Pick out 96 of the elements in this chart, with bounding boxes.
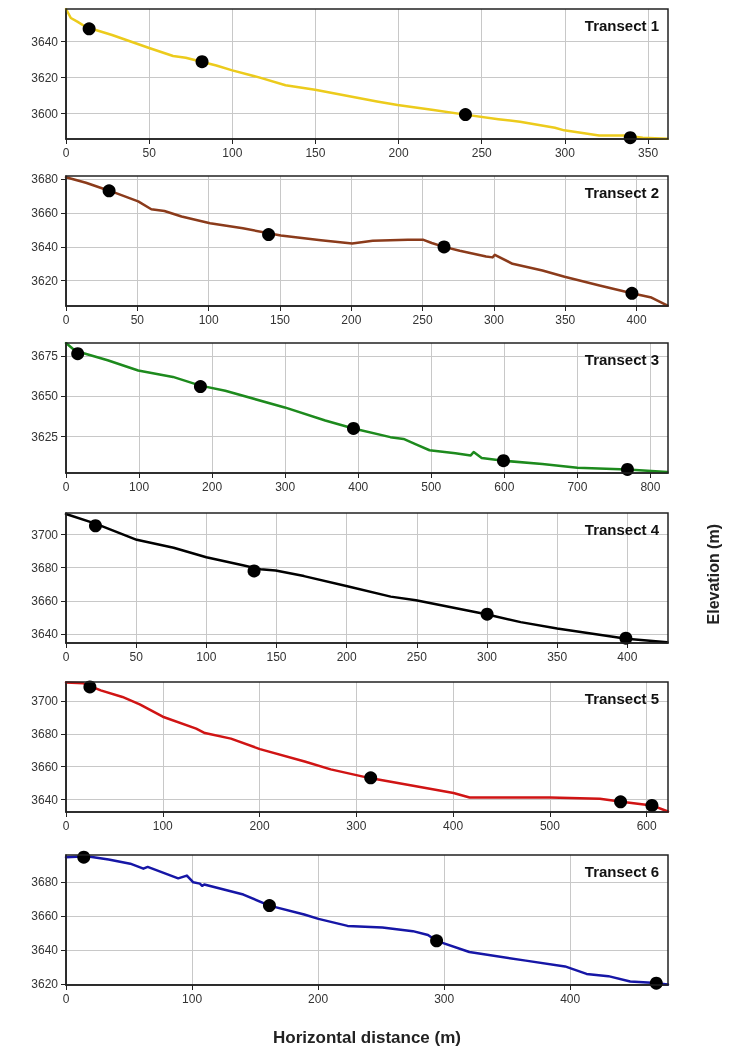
- x-tick-label: 500: [539, 819, 561, 833]
- y-tick-label: 3700: [31, 527, 59, 542]
- x-tick-label: 700: [567, 480, 588, 494]
- x-tick-label: 250: [406, 650, 428, 664]
- point: [82, 22, 96, 36]
- point: [480, 607, 494, 621]
- x-tick-label: 150: [269, 313, 291, 327]
- x-tick-label: 400: [560, 992, 581, 1006]
- x-tick-label: 100: [222, 146, 243, 160]
- x-tick-label: 250: [412, 313, 433, 327]
- y-tick-label: 3660: [31, 759, 59, 774]
- x-tick-label: 50: [142, 146, 157, 160]
- point: [247, 564, 261, 578]
- x-tick-label: 250: [471, 146, 493, 160]
- point: [195, 55, 209, 69]
- text: Transect 4: [584, 521, 660, 538]
- y-tick-label: 3640: [31, 943, 59, 958]
- y-tick-label: 3640: [31, 34, 59, 49]
- y-tick-label: 3680: [31, 726, 59, 741]
- point: [102, 184, 116, 198]
- y-tick-label: 3660: [31, 593, 59, 608]
- x-tick-label: 0: [62, 480, 70, 494]
- x-tick-label: 400: [348, 480, 369, 494]
- point: [614, 795, 628, 809]
- x-tick-label: 50: [130, 313, 145, 327]
- y-tick-label: 3675: [31, 348, 59, 363]
- y-tick-label: 3680: [31, 172, 59, 187]
- x-tick-label: 0: [62, 313, 70, 327]
- point: [364, 771, 378, 785]
- y-tick-label: 3660: [31, 909, 59, 924]
- x-tick-label: 200: [388, 146, 409, 160]
- point: [193, 380, 207, 394]
- y-tick-label: 3680: [31, 560, 59, 575]
- y-tick-label: 3650: [31, 389, 59, 404]
- text: Transect 1: [584, 17, 660, 34]
- x-tick-label: 100: [196, 650, 217, 664]
- y-tick-label: 3660: [31, 206, 59, 221]
- y-tick-label: 3640: [31, 239, 59, 254]
- x-tick-label: 100: [152, 819, 174, 833]
- x-tick-label: 0: [62, 650, 70, 664]
- x-tick-label: 150: [305, 146, 326, 160]
- point: [645, 798, 659, 812]
- point: [430, 934, 444, 948]
- y-tick-label: 3640: [31, 792, 59, 807]
- y-tick-label: 3640: [31, 626, 59, 641]
- x-tick-label: 400: [626, 313, 647, 327]
- x-tick-label: 100: [182, 992, 203, 1006]
- x-tick-label: 200: [336, 650, 357, 664]
- x-tick-label: 150: [266, 650, 287, 664]
- x-tick-label: 0: [62, 992, 70, 1006]
- y-tick-label: 3700: [31, 693, 59, 708]
- point: [458, 108, 472, 122]
- x-tick-label: 200: [341, 313, 362, 327]
- x-tick-label: 50: [129, 650, 144, 664]
- x-tick-label: 300: [554, 146, 576, 160]
- x-tick-label: 600: [494, 480, 515, 494]
- point: [262, 228, 276, 242]
- point: [71, 347, 85, 361]
- x-tick-label: 600: [636, 819, 658, 833]
- text: Transect 3: [584, 351, 660, 368]
- y-tick-label: 3625: [31, 429, 59, 444]
- y-tick-label: 3620: [31, 70, 59, 85]
- y-tick-label: 3600: [31, 106, 59, 121]
- point: [496, 454, 510, 468]
- text: Transect 6: [584, 863, 660, 880]
- x-tick-label: 300: [275, 480, 296, 494]
- x-tick-label: 200: [202, 480, 223, 494]
- point: [347, 421, 360, 435]
- point: [625, 286, 639, 300]
- point: [437, 240, 451, 254]
- x-tick-label: 350: [555, 313, 576, 327]
- text: Transect 2: [584, 184, 660, 201]
- point: [88, 519, 102, 533]
- x-tick-label: 200: [249, 819, 270, 833]
- x-tick-label: 350: [638, 146, 659, 160]
- y-tick-label: 3620: [31, 273, 59, 288]
- x-tick-label: 200: [308, 992, 329, 1006]
- y-tick-label: 3620: [31, 977, 59, 992]
- text: Transect 5: [584, 690, 660, 707]
- x-tick-label: 500: [421, 480, 442, 494]
- x-tick-label: 100: [129, 480, 150, 494]
- x-axis-title: Horizontal distance (m): [273, 1028, 461, 1047]
- y-tick-label: 3680: [31, 875, 59, 890]
- x-tick-label: 300: [476, 650, 498, 664]
- x-tick-label: 400: [443, 819, 464, 833]
- x-tick-label: 300: [434, 992, 455, 1006]
- point: [262, 899, 276, 913]
- x-tick-label: 300: [483, 313, 505, 327]
- x-tick-label: 0: [62, 146, 70, 160]
- y-axis-title: Elevation (m): [704, 523, 722, 625]
- x-tick-label: 800: [640, 480, 661, 494]
- x-tick-label: 0: [62, 819, 70, 833]
- x-tick-label: 400: [617, 650, 638, 664]
- x-tick-label: 350: [547, 650, 568, 664]
- x-tick-label: 100: [198, 313, 219, 327]
- x-tick-label: 300: [346, 819, 367, 833]
